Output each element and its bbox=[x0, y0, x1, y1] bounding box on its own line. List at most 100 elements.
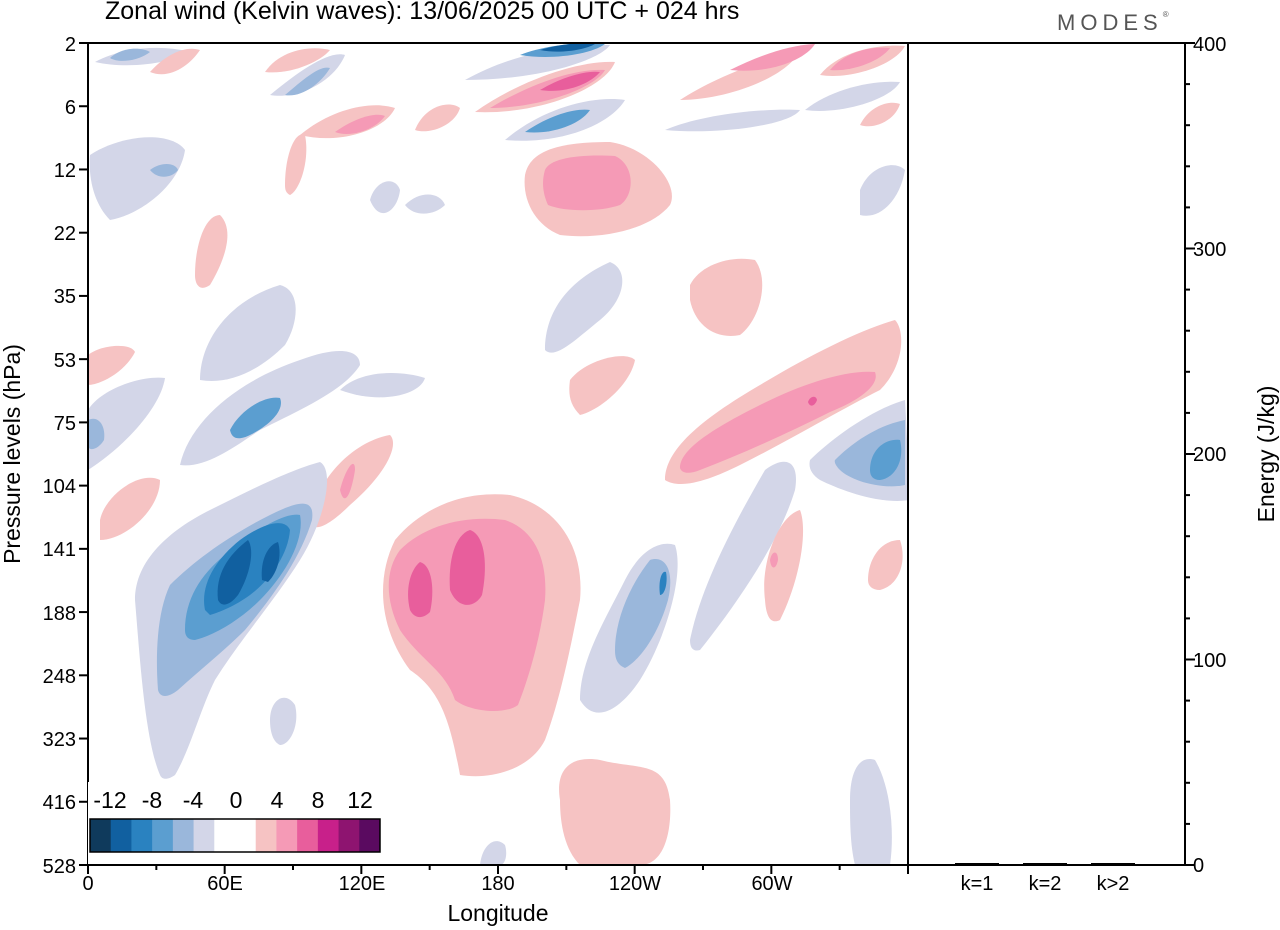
y-tick-label: 248 bbox=[43, 666, 76, 688]
contour-pos bbox=[808, 396, 817, 406]
x-tick-label: 120W bbox=[609, 873, 661, 895]
y-tick-label: 22 bbox=[54, 223, 76, 245]
contour-pos bbox=[690, 258, 763, 336]
colorbar-cell bbox=[338, 819, 360, 852]
y-tick-label: 35 bbox=[54, 286, 76, 308]
contour-pos bbox=[408, 562, 433, 618]
contour-pos bbox=[100, 477, 160, 540]
y-tick-label: 6 bbox=[65, 97, 76, 119]
colorbar-label: 0 bbox=[230, 787, 243, 813]
contour-pos bbox=[150, 48, 200, 75]
colorbar-cell bbox=[297, 819, 319, 852]
contour-pos bbox=[285, 134, 307, 195]
contour-pos bbox=[730, 44, 815, 71]
contour-neg bbox=[88, 377, 165, 470]
y-tick-label: 2 bbox=[65, 34, 76, 56]
contour-pos bbox=[540, 71, 600, 91]
contour-pos bbox=[770, 552, 778, 568]
contour-neg bbox=[340, 373, 425, 398]
contour-neg bbox=[659, 571, 667, 595]
contour-pos bbox=[680, 371, 876, 473]
energy-axis-label: Energy (J/kg) bbox=[1253, 386, 1279, 523]
contour-neg bbox=[805, 81, 900, 111]
energy-bars bbox=[955, 863, 1135, 865]
contour-neg bbox=[850, 759, 892, 865]
colorbar-cell bbox=[359, 819, 381, 852]
contour-neg bbox=[545, 262, 623, 353]
colorbar-label: 4 bbox=[271, 787, 284, 813]
energy-tick-label: 0 bbox=[1193, 855, 1204, 877]
contour-neg bbox=[89, 137, 185, 220]
contour-neg bbox=[95, 47, 190, 66]
y-tick-label: 416 bbox=[43, 792, 76, 814]
energy-tick-label: 200 bbox=[1193, 444, 1226, 466]
y-tick-label: 528 bbox=[43, 856, 76, 878]
colorbar-label: 12 bbox=[347, 787, 373, 813]
contour-pos bbox=[88, 345, 135, 385]
energy-category-label: k>2 bbox=[1097, 873, 1130, 895]
x-tick-label: 120E bbox=[339, 873, 386, 895]
contour-pos bbox=[388, 518, 546, 712]
energy-bar bbox=[955, 863, 999, 865]
colorbar-label: 8 bbox=[312, 787, 325, 813]
contour-neg bbox=[690, 461, 796, 651]
contour-neg bbox=[261, 542, 280, 582]
contour-pos bbox=[764, 510, 804, 622]
contour-pos bbox=[415, 104, 460, 132]
contour-pos bbox=[449, 530, 485, 605]
colorbar-cell bbox=[317, 819, 340, 852]
contour-neg bbox=[370, 181, 400, 214]
colorbar-cell bbox=[235, 819, 257, 852]
contour-pos bbox=[195, 215, 228, 288]
contour-pos bbox=[340, 463, 355, 499]
contour-neg bbox=[540, 43, 595, 52]
y-tick-label: 188 bbox=[43, 603, 76, 625]
y-axis-label: Pressure levels (hPa) bbox=[0, 344, 25, 564]
contour-pos bbox=[265, 48, 330, 73]
y-axis: 2 6 12 22 35 53 75 104 141 188 248 323 4… bbox=[0, 34, 88, 878]
y-tick-label: 104 bbox=[43, 476, 76, 498]
colorbar-label: -8 bbox=[142, 787, 162, 813]
colorbar-label: -4 bbox=[183, 787, 204, 813]
contour-neg bbox=[150, 164, 178, 177]
x-axis-label: Longitude bbox=[447, 900, 548, 926]
contour-pos bbox=[830, 47, 890, 71]
colorbar-cell bbox=[152, 819, 174, 852]
contour-pos bbox=[868, 540, 903, 590]
x-tick-label: 180 bbox=[481, 873, 514, 895]
contour-neg bbox=[200, 285, 296, 381]
y-tick-label: 12 bbox=[54, 160, 76, 182]
contour-pos bbox=[335, 114, 385, 135]
energy-category-label: k=1 bbox=[961, 873, 994, 895]
x-axis: 0 60E 120E 180 120W 60W Longitude bbox=[82, 865, 909, 926]
chart-title: Zonal wind (Kelvin waves): 13/06/2025 00… bbox=[105, 0, 740, 25]
colorbar-cell bbox=[255, 819, 277, 852]
contour-neg bbox=[860, 165, 905, 216]
contour-neg bbox=[870, 439, 902, 480]
contour-neg bbox=[230, 397, 281, 439]
colorbar-cell bbox=[172, 819, 195, 852]
contour-neg bbox=[285, 67, 330, 96]
colorbar-legend: -12 -8 -4 0 4 8 12 bbox=[88, 782, 388, 864]
contour-neg bbox=[110, 48, 150, 61]
contour-pos bbox=[300, 105, 395, 139]
energy-bar bbox=[1023, 863, 1067, 865]
contour-pos bbox=[543, 155, 631, 211]
x-tick-label: 0 bbox=[82, 873, 93, 895]
contour-neg bbox=[405, 194, 445, 214]
x-tick-label: 60W bbox=[751, 873, 792, 895]
energy-category-label: k=2 bbox=[1029, 873, 1062, 895]
energy-bar bbox=[1091, 863, 1135, 865]
contour-neg bbox=[88, 418, 105, 450]
modes-logo: MODES® bbox=[1057, 10, 1169, 35]
y-tick-label: 323 bbox=[43, 729, 76, 751]
colorbar-cell bbox=[131, 819, 153, 852]
y-tick-label: 141 bbox=[43, 539, 76, 561]
contour-neg bbox=[217, 540, 252, 605]
energy-axis: 0 100 200 300 400 Energy (J/kg) bbox=[1185, 34, 1279, 877]
energy-categories: k=1 k=2 k>2 bbox=[961, 873, 1130, 895]
colorbar-cell bbox=[193, 819, 215, 852]
x-tick-label: 60E bbox=[207, 873, 243, 895]
contour-neg bbox=[270, 54, 345, 96]
